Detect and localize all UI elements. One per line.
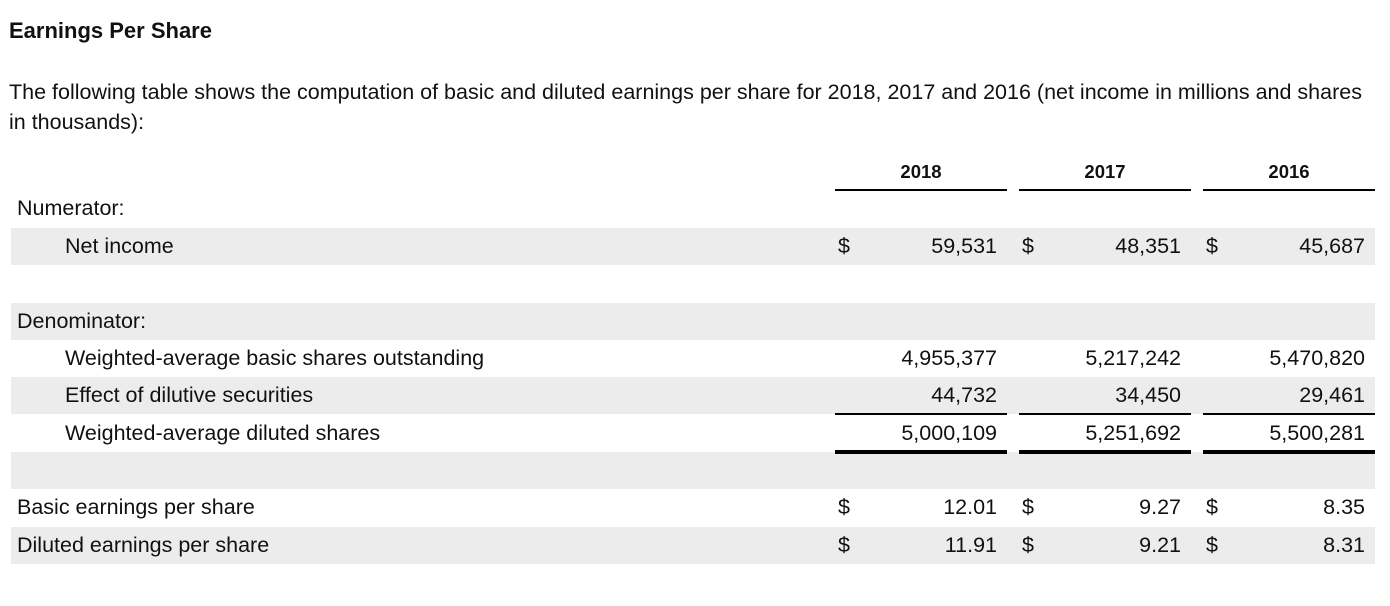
column-header-2017: 2017	[1084, 161, 1126, 182]
diluted-eps-2016: 8.31	[1323, 533, 1365, 557]
dilutive-effect-2018: 44,732	[931, 383, 997, 407]
basic-eps-label: Basic earnings per share	[17, 495, 255, 519]
dollar-sign-2017: $	[1022, 533, 1034, 557]
basic-shares-2018: 4,955,377	[901, 346, 997, 370]
net-income-2018: 59,531	[931, 234, 997, 258]
net-income-2017: 48,351	[1115, 234, 1181, 258]
numerator-label: Numerator:	[17, 196, 125, 220]
dilutive-effect-label: Effect of dilutive securities	[65, 383, 314, 407]
dollar-sign-2018: $	[838, 495, 850, 519]
denominator-label: Denominator:	[17, 309, 147, 333]
column-header-rule-2017	[1019, 189, 1191, 191]
net-income-2016: 45,687	[1299, 234, 1365, 258]
numerator-row: Numerator:	[11, 190, 1375, 227]
intro-paragraph: The following table shows the computatio…	[9, 80, 1362, 134]
basic-shares-2016: 5,470,820	[1269, 346, 1365, 370]
dollar-sign-2016: $	[1206, 533, 1218, 557]
dollar-sign-2017: $	[1022, 234, 1034, 258]
diluted-shares-2016: 5,500,281	[1269, 421, 1365, 445]
subtotal-rule-2016	[1203, 413, 1375, 415]
diluted-eps-2017: 9.21	[1139, 533, 1181, 557]
subtotal-rule-2017	[1019, 413, 1191, 415]
dilutive-effect-2016: 29,461	[1299, 383, 1365, 407]
diluted-shares-2018: 5,000,109	[901, 421, 997, 445]
basic-eps-2018: 12.01	[943, 495, 997, 519]
net-income-label: Net income	[65, 234, 174, 258]
basic-eps-2016: 8.35	[1323, 495, 1365, 519]
diluted-eps-2018: 11.91	[944, 533, 997, 557]
column-header-2016: 2016	[1268, 161, 1310, 182]
column-header-rule-2018	[835, 189, 1007, 191]
dollar-sign-2017: $	[1022, 495, 1034, 519]
dollar-sign-2016: $	[1206, 234, 1218, 258]
column-header-rule-2016	[1203, 189, 1375, 191]
basic-shares-2017: 5,217,242	[1085, 346, 1181, 370]
net-income-row: Net income $ 59,531 $ 48,351 $ 45,687	[11, 228, 1375, 265]
section-heading: Earnings Per Share	[9, 18, 212, 43]
basic-shares-label: Weighted-average basic shares outstandin…	[65, 346, 485, 370]
dollar-sign-2018: $	[838, 533, 850, 557]
diluted-shares-2017: 5,251,692	[1085, 421, 1181, 445]
diluted-eps-label: Diluted earnings per share	[17, 533, 270, 557]
denominator-row: Denominator:	[11, 303, 1375, 340]
dollar-sign-2016: $	[1206, 495, 1218, 519]
diluted-eps-row: Diluted earnings per share $ 11.91 $ 9.2…	[11, 527, 1375, 564]
total-double-rule-2018	[835, 450, 1007, 454]
diluted-shares-label: Weighted-average diluted shares	[65, 421, 381, 445]
column-header-2018: 2018	[900, 161, 942, 182]
dilutive-effect-row: Effect of dilutive securities 44,732 34,…	[11, 377, 1375, 414]
dollar-sign-2018: $	[838, 234, 850, 258]
diluted-shares-row: Weighted-average diluted shares 5,000,10…	[11, 415, 1375, 452]
dilutive-effect-2017: 34,450	[1115, 383, 1181, 407]
basic-eps-row: Basic earnings per share $ 12.01 $ 9.27 …	[11, 489, 1375, 526]
total-double-rule-2016	[1203, 450, 1375, 454]
subtotal-rule-2018	[835, 413, 1007, 415]
spacer-row	[11, 265, 1375, 302]
basic-eps-2017: 9.27	[1139, 495, 1181, 519]
spacer-row-shaded	[11, 452, 1375, 489]
basic-shares-row: Weighted-average basic shares outstandin…	[11, 340, 1375, 377]
total-double-rule-2017	[1019, 450, 1191, 454]
